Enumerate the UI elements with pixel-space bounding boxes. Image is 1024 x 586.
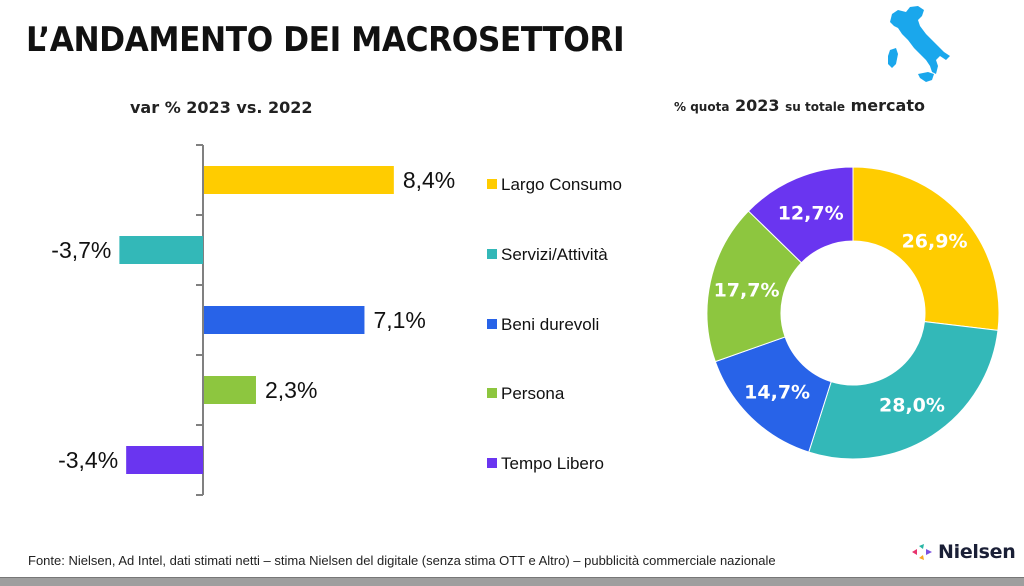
donut-data-label: 17,7% xyxy=(714,280,780,302)
legend-item: Tempo Libero xyxy=(487,454,604,474)
bar xyxy=(119,236,203,264)
pie-title-part: su totale xyxy=(785,100,846,114)
nielsen-logo: Nielsen xyxy=(912,541,1016,563)
pie-title-part: mercato xyxy=(850,96,925,115)
italy-map-icon xyxy=(888,6,950,82)
donut-data-label: 28,0% xyxy=(879,395,945,417)
donut-slice xyxy=(852,166,1000,331)
bar xyxy=(204,306,365,334)
pie-chart-title: % quota 2023 su totale mercato xyxy=(674,96,925,115)
bar xyxy=(204,376,256,404)
donut-data-label: 14,7% xyxy=(744,381,810,403)
legend-item: Persona xyxy=(487,384,564,404)
donut-data-label: 26,9% xyxy=(902,231,968,253)
legend-swatch xyxy=(487,249,497,259)
donut-slice xyxy=(747,166,854,264)
donut-slice xyxy=(706,210,803,363)
bottom-strip xyxy=(0,577,1024,586)
legend-label: Servizi/Attività xyxy=(501,245,608,264)
bar xyxy=(126,446,203,474)
bar-data-label: -3,7% xyxy=(51,237,111,263)
pie-title-part: 2023 xyxy=(735,96,780,115)
legend-item: Beni durevoli xyxy=(487,315,599,335)
bar xyxy=(204,166,394,194)
legend-label: Largo Consumo xyxy=(501,175,622,194)
legend-swatch xyxy=(487,388,497,398)
legend-item: Servizi/Attività xyxy=(487,245,608,265)
legend-label: Persona xyxy=(501,384,565,403)
donut-data-label: 12,7% xyxy=(778,203,844,225)
bar-data-label: -3,4% xyxy=(58,447,118,473)
legend-label: Tempo Libero xyxy=(501,454,605,473)
donut-slice xyxy=(808,321,999,460)
page-title: L’ANDAMENTO DEI MACROSETTORI xyxy=(26,20,625,60)
legend-swatch xyxy=(487,319,497,329)
bar-chart-title: var % 2023 vs. 2022 xyxy=(130,98,313,117)
legend-swatch xyxy=(487,458,497,468)
bar-data-label: 8,4% xyxy=(403,167,455,193)
donut-chart: 26,9% 28,0% 14,7% 17,7% 12,7% xyxy=(706,166,1000,460)
bar-chart: 8,4% -3,7% 7,1% 2,3% -3,4% xyxy=(51,144,455,496)
brand-name: Nielsen xyxy=(938,541,1016,563)
nielsen-logo-icon xyxy=(912,544,932,560)
legend-swatch xyxy=(487,179,497,189)
pie-title-part: % quota xyxy=(674,100,730,114)
bar-data-label: 7,1% xyxy=(373,307,425,333)
source-note: Fonte: Nielsen, Ad Intel, dati stimati n… xyxy=(28,553,776,568)
legend-label: Beni durevoli xyxy=(501,315,600,334)
legend-item: Largo Consumo xyxy=(487,175,622,195)
bar-data-label: 2,3% xyxy=(265,377,317,403)
